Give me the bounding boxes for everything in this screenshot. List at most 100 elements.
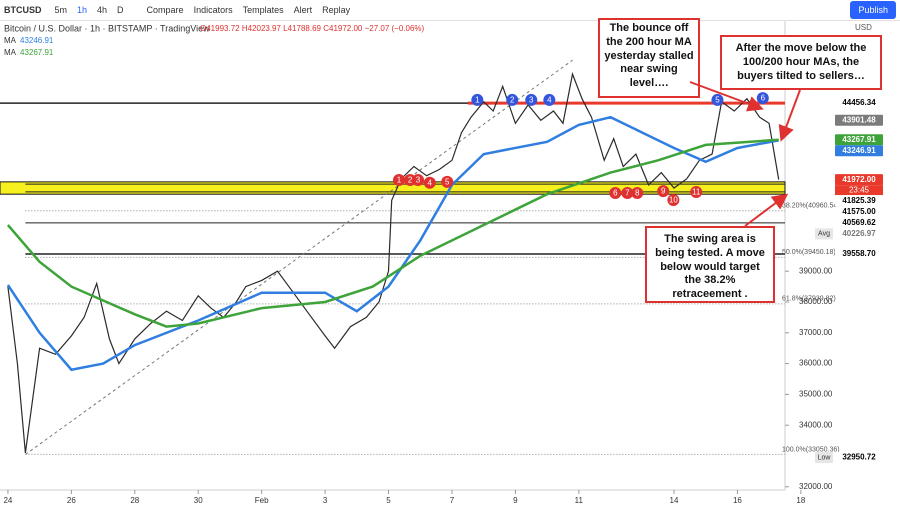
fib-label: 100.0%(33050.36) — [782, 446, 840, 453]
marker — [423, 176, 436, 189]
currency: USD — [855, 23, 872, 32]
marker — [609, 186, 622, 199]
swing-band — [0, 181, 786, 195]
marker-label: 9 — [661, 187, 666, 196]
y-tick-label: 37000.00 — [799, 328, 833, 337]
x-tick-label: 7 — [450, 496, 455, 505]
price-label: 32950.72 — [842, 453, 876, 462]
toolbar: BTCUSD 5m 1h 4h D Compare Indicators Tem… — [0, 0, 900, 21]
price-label: 40569.62 — [842, 218, 876, 227]
interval[interactable]: 5m — [54, 5, 68, 15]
fib-label: 50.0%(39450.18) — [782, 249, 836, 256]
marker-label: 6 — [761, 94, 766, 103]
marker — [471, 93, 484, 106]
price-label-box — [835, 145, 883, 157]
marker-label: 3 — [529, 96, 534, 105]
price-label: 41972.00 — [842, 175, 876, 184]
x-tick-label: 24 — [3, 496, 12, 505]
price-label: 43901.48 — [842, 115, 876, 124]
x-tick-label: Feb — [255, 496, 269, 505]
y-tick-label: 39000.00 — [799, 266, 833, 275]
marker-label: 2 — [408, 176, 413, 185]
x-tick-label: 11 — [575, 496, 584, 505]
interval[interactable]: D — [117, 5, 124, 15]
marker-label: 5 — [715, 96, 720, 105]
marker — [525, 93, 538, 106]
y-tick-label: 36000.00 — [799, 359, 833, 368]
legend-value: 43246.91 — [20, 36, 54, 45]
marker-label: 6 — [613, 189, 618, 198]
x-tick-label: 18 — [796, 496, 805, 505]
interval[interactable]: 4h — [97, 5, 108, 15]
price-label: 41575.00 — [842, 207, 876, 216]
toolbar-button[interactable]: Replay — [322, 5, 351, 15]
moving-average — [6, 138, 779, 328]
price-label: 43246.91 — [842, 146, 876, 155]
price-label-box — [835, 228, 883, 240]
marker-label: 11 — [692, 188, 701, 197]
price-label: 41825.39 — [842, 196, 876, 205]
publish-button[interactable]: Publish — [850, 1, 896, 19]
price-label: 39558.70 — [842, 249, 876, 258]
fib-label: 61.8%(37939.82) — [782, 296, 836, 303]
marker — [621, 186, 634, 199]
plot-back — [0, 102, 786, 255]
tag: Avg — [818, 231, 830, 238]
marker — [412, 173, 425, 186]
legend-name: MA — [4, 36, 17, 45]
marker-label: 7 — [625, 189, 630, 198]
countdown: 23:45 — [849, 185, 870, 194]
fib-label: 38.20%(40960.54) — [782, 203, 840, 210]
x-tick-label: 30 — [194, 496, 203, 505]
x-tick-label: 16 — [733, 496, 742, 505]
marker-label: 4 — [547, 96, 552, 105]
marker — [543, 93, 556, 106]
marker — [657, 185, 670, 198]
countdown-box — [835, 185, 883, 196]
marker-label: 1 — [397, 176, 402, 185]
y-tick-label: 35000.00 — [799, 389, 833, 398]
marker — [631, 186, 644, 199]
x-tick-label: 9 — [513, 496, 518, 505]
marker-label: 10 — [669, 196, 678, 205]
x-tick-label: 3 — [323, 496, 328, 505]
interval[interactable]: 1h — [77, 5, 88, 15]
marker — [393, 173, 406, 186]
y-tick-label: 34000.00 — [799, 420, 833, 429]
x-tick-label: 14 — [670, 496, 679, 505]
marker — [667, 194, 680, 207]
annotation: The bounce off the 200 hour MA yesterday… — [598, 18, 700, 98]
marker-label: 2 — [510, 96, 515, 105]
price-label-box — [835, 452, 883, 464]
legend-name: MA — [4, 48, 17, 57]
toolbar-button[interactable]: Templates — [242, 5, 284, 15]
price-label-box — [835, 134, 883, 146]
price-label-box — [835, 97, 883, 109]
price-label: 40226.97 — [842, 229, 876, 238]
marker — [690, 186, 703, 199]
chart-title: Bitcoin / U.S. Dollar · 1h · BITSTAMP · … — [4, 23, 210, 33]
symbol[interactable]: BTCUSD — [4, 5, 42, 15]
annotation: The swing area is being tested. A move b… — [645, 226, 775, 303]
price-label: 43267.91 — [842, 135, 876, 144]
x-tick-label: 26 — [67, 496, 76, 505]
price-label-box — [835, 114, 883, 126]
tag-box — [815, 228, 833, 240]
price-label-box — [835, 248, 883, 260]
toolbar-button[interactable]: Compare — [146, 5, 184, 15]
toolbar-button[interactable]: Alert — [293, 5, 313, 15]
marker — [506, 93, 519, 106]
price-label-box — [835, 195, 883, 207]
toolbar-button[interactable]: Indicators — [193, 5, 233, 15]
y-tick-label: 38000.00 — [799, 297, 833, 306]
price-label-box — [835, 217, 883, 229]
tag: Low — [818, 454, 832, 461]
x-tick-label: 28 — [130, 496, 139, 505]
marker-label: 4 — [428, 178, 433, 187]
marker-label: 3 — [416, 176, 421, 185]
x-tick-label: 5 — [386, 496, 391, 505]
marker-label: 5 — [445, 177, 450, 186]
price-label: 44456.34 — [842, 98, 876, 107]
